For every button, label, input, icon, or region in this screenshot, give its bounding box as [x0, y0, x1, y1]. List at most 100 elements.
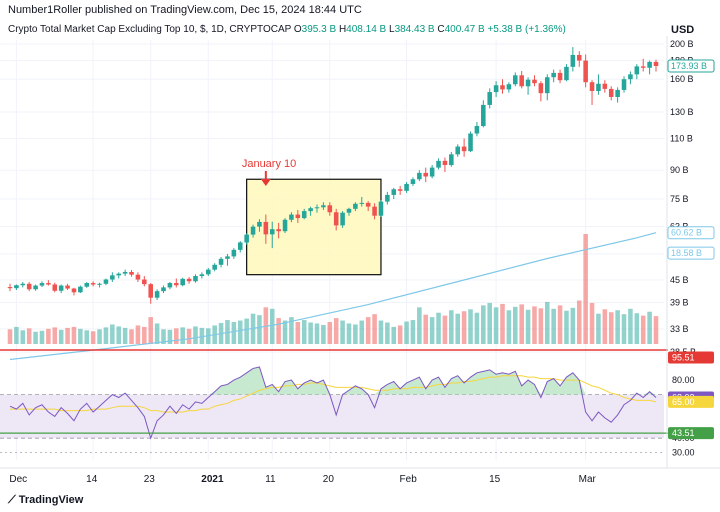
volume-bar: [417, 307, 422, 344]
candle-body: [570, 54, 576, 67]
volume-bar: [436, 312, 441, 344]
candle-body: [218, 258, 224, 265]
time-tick-label: Dec: [9, 474, 27, 485]
candle-body: [417, 172, 422, 180]
candle-body: [602, 83, 608, 89]
candle-body: [519, 75, 524, 87]
candle-body: [116, 273, 122, 276]
close-value: 400.47 B: [444, 24, 485, 35]
candle-body: [506, 84, 512, 90]
price-tick-label: 39 B: [670, 297, 689, 307]
volume-bar: [608, 312, 614, 344]
candle-body: [544, 77, 550, 94]
candle-body: [250, 226, 256, 235]
volume-bar: [33, 331, 38, 344]
volume-bar: [576, 300, 582, 344]
moving-average-line: [9, 232, 657, 361]
volume-bar: [474, 312, 480, 344]
volume-bar: [634, 313, 640, 344]
rsi-ma-line: [10, 375, 657, 413]
volume-bar: [257, 315, 262, 344]
volume-bar: [551, 308, 556, 344]
high-value: 408.14 B: [346, 24, 387, 35]
volume-bar: [391, 326, 397, 344]
price-tick-label: 45 B: [670, 275, 689, 285]
candle-body: [231, 249, 237, 257]
volume-bar: [167, 329, 173, 344]
rsi-tick-label: 80.00: [672, 375, 695, 385]
time-tick-label: 14: [86, 474, 98, 485]
candle-body: [282, 219, 288, 232]
candle-body: [385, 194, 390, 202]
volume-bar: [263, 307, 269, 344]
candle-body: [97, 283, 102, 285]
candle-body: [538, 83, 544, 94]
volume-bar: [333, 318, 339, 344]
candle-body: [14, 285, 19, 289]
candle-body: [353, 203, 358, 209]
volume-bar: [148, 317, 153, 344]
time-tick-label: 11: [265, 474, 276, 485]
candle-body: [295, 214, 301, 219]
candle-body: [205, 269, 211, 275]
candle-body: [257, 221, 262, 227]
candle-body: [653, 61, 659, 66]
candle-body: [110, 275, 115, 280]
candle-body: [449, 154, 454, 166]
volume-bar: [122, 327, 128, 344]
volume-bar: [46, 328, 51, 344]
candle-body: [212, 264, 217, 270]
logo-icon: ⟋: [8, 494, 19, 506]
volume-bar: [103, 327, 109, 344]
candle-body: [276, 229, 281, 232]
volume-bar: [237, 320, 243, 344]
volume-bar: [116, 326, 122, 344]
volume-bar: [135, 325, 141, 344]
volume-bar: [186, 328, 192, 344]
highlight-box: [246, 178, 382, 276]
candle-body: [199, 274, 205, 277]
candle-body: [71, 288, 77, 293]
candle-body: [90, 283, 96, 285]
candle-body: [148, 284, 153, 298]
volume-bar: [84, 330, 90, 344]
candle-body: [378, 201, 384, 216]
rsi-overbought-fill: [10, 366, 656, 395]
volume-bar: [602, 309, 608, 344]
candle-body: [589, 82, 595, 92]
low-value: 384.43 B: [394, 24, 435, 35]
candle-body: [129, 271, 134, 275]
candle-body: [7, 287, 13, 289]
candle-body: [193, 276, 198, 282]
price-value-label: 173.93 B: [671, 61, 707, 71]
candle-body: [365, 202, 371, 207]
volume-bar: [71, 326, 77, 344]
candle-body: [154, 291, 160, 298]
volume-bar: [327, 322, 333, 344]
volume-bar: [596, 313, 601, 344]
rsi-tick-label: 30.00: [672, 448, 695, 458]
candle-body: [615, 89, 620, 97]
volume-bar: [289, 317, 294, 344]
volume-bar: [468, 309, 473, 344]
candle-body: [647, 61, 652, 68]
candle-body: [455, 146, 461, 155]
rsi-value-badge: [668, 427, 714, 440]
candle-body: [429, 167, 435, 177]
price-value-badge: [667, 226, 715, 240]
volume-bar: [397, 325, 403, 344]
price-tick-label: 200 B: [670, 39, 694, 49]
volume-bar: [78, 328, 83, 344]
candle-body: [327, 205, 333, 213]
volume-bar: [20, 330, 26, 344]
candle-body: [481, 104, 486, 127]
volume-bar: [110, 324, 115, 344]
volume-bar: [154, 323, 160, 344]
volume-bar: [231, 322, 237, 344]
currency-label[interactable]: USD: [671, 24, 695, 36]
candle-body: [78, 286, 83, 293]
rsi-line: [9, 366, 657, 440]
candle-body: [269, 229, 275, 235]
candle-body: [180, 278, 185, 286]
